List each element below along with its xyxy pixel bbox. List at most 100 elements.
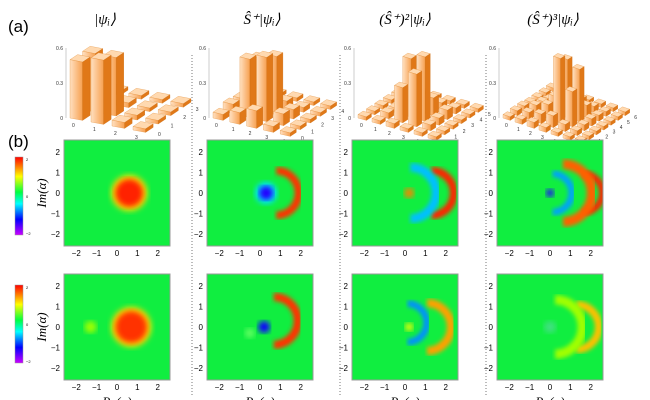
y-tick-label: 2 [489, 282, 494, 291]
wigner-fringe [275, 166, 303, 220]
z-tick-label: 0 [493, 116, 496, 122]
wigner-fringe [552, 170, 575, 216]
x-tick-label: 1 [423, 383, 428, 392]
y-tick-label: 5 [627, 120, 630, 126]
bar [557, 119, 571, 132]
column-title: |ψᵢ⟩ [94, 12, 116, 28]
y-tick-label: 1 [311, 129, 314, 135]
x-tick-label: 2 [249, 131, 252, 137]
y-tick-label: 1 [454, 134, 457, 140]
bar [310, 106, 327, 117]
y-axis-label: Im(α) [34, 178, 49, 208]
bar [246, 104, 264, 129]
x-tick-label: 1 [232, 127, 235, 133]
y-tick-label: −2 [194, 364, 204, 373]
x-tick-label: 0 [548, 383, 553, 392]
plot-frame [206, 139, 314, 247]
bar [596, 121, 609, 131]
z-tick-label: 0 [60, 116, 63, 122]
bar [145, 112, 167, 125]
wigner-peak [546, 189, 554, 197]
y-tick-label: 0 [56, 323, 61, 332]
x-tick-label: 2 [589, 249, 594, 258]
x-tick-label: 0 [505, 123, 508, 129]
bar [408, 68, 423, 128]
bar [509, 105, 523, 116]
y-tick-label: 0 [489, 323, 494, 332]
y-tick-label: −2 [484, 364, 494, 373]
bar [394, 81, 409, 124]
colorbar-max: 2 [26, 285, 29, 290]
x-tick-label: −2 [72, 249, 82, 258]
x-tick-label: 3 [402, 135, 405, 141]
bar [380, 107, 395, 120]
bar [565, 86, 578, 128]
bar [263, 119, 280, 133]
bar [273, 107, 290, 126]
column-title: Ŝ⁺|ψᵢ⟩ [243, 11, 280, 28]
column-title: (Ŝ⁺)²|ψᵢ⟩ [379, 11, 431, 28]
y-tick-label: 4 [341, 109, 344, 115]
bar [111, 114, 133, 129]
plot-frame [63, 139, 171, 247]
x-tick-label: 1 [135, 383, 140, 392]
x-tick-label: 0 [403, 249, 408, 258]
y-tick-label: 0 [489, 189, 494, 198]
y-tick-label: 1 [344, 169, 349, 178]
y-tick-label: −2 [339, 230, 349, 239]
y-tick-label: 1 [489, 169, 494, 178]
y-tick-label: 6 [634, 115, 637, 121]
x-tick-label: 2 [114, 131, 117, 137]
wigner-fringe [431, 166, 458, 220]
y-tick-label: 1 [344, 303, 349, 312]
x-tick-label: 0 [258, 383, 263, 392]
plot-frame [351, 139, 459, 247]
bar [452, 114, 467, 124]
x-tick-label: −1 [525, 249, 535, 258]
bar-chart-3d: 00.30.600112233445566 [489, 46, 637, 153]
bar [303, 95, 321, 106]
colorbar-mid: 0 [26, 194, 29, 199]
wigner-peak [115, 179, 144, 207]
y-tick-label: −1 [194, 209, 204, 218]
y-tick-label: −1 [51, 343, 61, 352]
x-tick-label: −1 [235, 249, 245, 258]
y-tick-label: 2 [321, 123, 324, 129]
z-tick-label: 0.6 [56, 46, 63, 52]
x-tick-label: 2 [156, 383, 161, 392]
wigner-peak [259, 186, 274, 200]
bar [469, 102, 484, 113]
bar [149, 92, 171, 104]
x-tick-label: 0 [115, 383, 120, 392]
x-tick-label: 2 [388, 131, 391, 137]
bar-chart-3d: 00.30.6001122334455 [344, 46, 491, 149]
y-tick-label: 3 [613, 130, 616, 136]
y-tick-label: 0 [199, 323, 204, 332]
bar [90, 52, 112, 125]
bar [538, 122, 551, 133]
y-tick-label: 2 [344, 148, 349, 157]
y-tick-label: 1 [199, 169, 204, 178]
x-tick-label: −1 [235, 383, 245, 392]
bar [617, 106, 631, 116]
wigner-peak [258, 321, 271, 333]
y-tick-label: 2 [56, 282, 61, 291]
y-tick-label: 2 [463, 129, 466, 135]
x-tick-label: −2 [72, 383, 82, 392]
bar [132, 121, 154, 133]
bar [239, 52, 257, 118]
y-tick-label: −2 [484, 230, 494, 239]
y-tick-label: 4 [620, 125, 623, 131]
z-tick-label: 0 [348, 116, 351, 122]
colorbar-max: 2 [26, 157, 29, 162]
bar [550, 127, 563, 137]
bar [136, 100, 158, 112]
y-tick-label: −2 [339, 364, 349, 373]
x-tick-label: 0 [258, 249, 263, 258]
bar [124, 107, 146, 121]
y-tick-label: 5 [488, 112, 491, 118]
wigner-peak [405, 323, 414, 331]
y-tick-label: 2 [183, 115, 186, 121]
y-tick-label: 0 [158, 132, 161, 138]
